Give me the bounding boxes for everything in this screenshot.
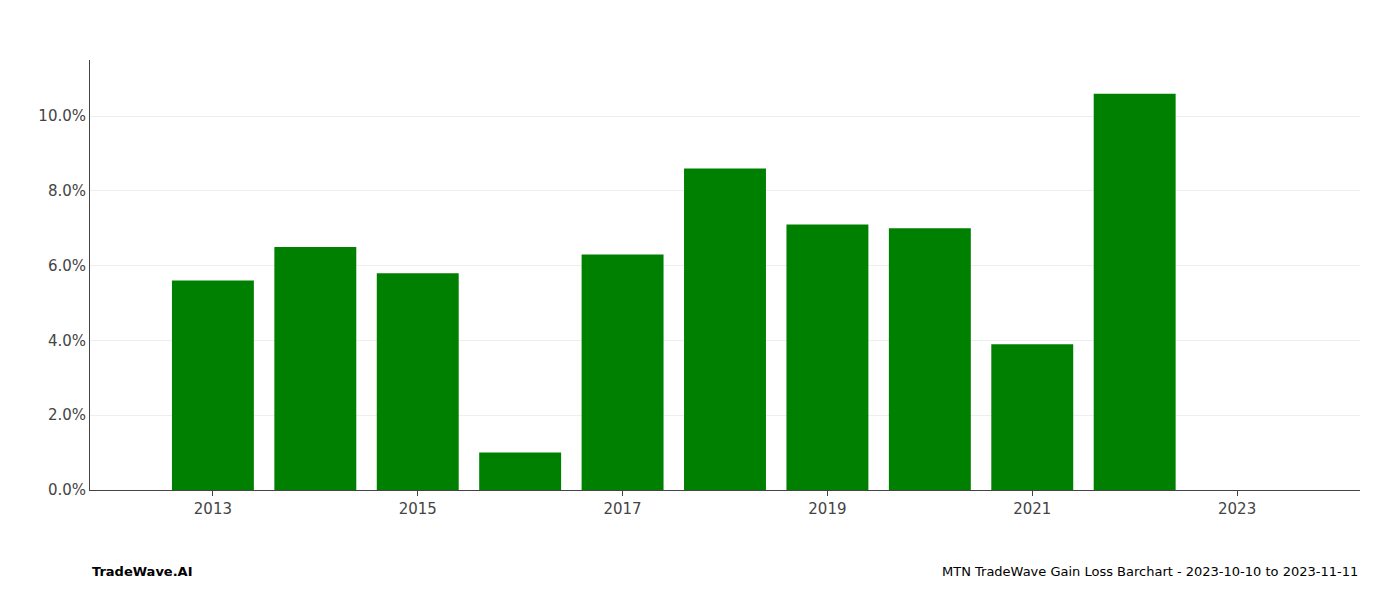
svg-text:2.0%: 2.0% <box>48 406 86 424</box>
svg-text:2021: 2021 <box>1013 500 1051 518</box>
svg-text:2023: 2023 <box>1218 500 1256 518</box>
svg-text:TradeWave.AI: TradeWave.AI <box>92 564 193 579</box>
svg-text:2017: 2017 <box>603 500 641 518</box>
svg-text:2019: 2019 <box>808 500 846 518</box>
svg-text:10.0%: 10.0% <box>38 107 86 125</box>
svg-text:4.0%: 4.0% <box>48 332 86 350</box>
svg-text:2013: 2013 <box>194 500 232 518</box>
svg-text:6.0%: 6.0% <box>48 257 86 275</box>
svg-text:2015: 2015 <box>399 500 437 518</box>
svg-text:MTN TradeWave Gain Loss Barcha: MTN TradeWave Gain Loss Barchart - 2023-… <box>942 564 1358 579</box>
svg-text:8.0%: 8.0% <box>48 182 86 200</box>
svg-text:0.0%: 0.0% <box>48 481 86 499</box>
